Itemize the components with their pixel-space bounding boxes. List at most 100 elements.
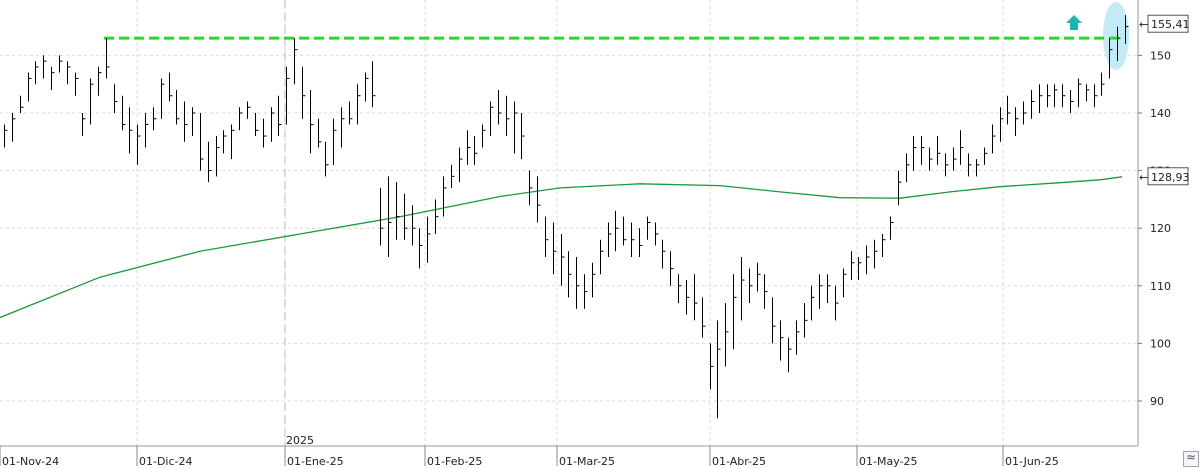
ohlc-bar xyxy=(984,147,988,165)
last-price-box xyxy=(1147,14,1189,33)
ohlc-bar xyxy=(506,95,510,137)
ohlc-bar xyxy=(90,78,94,125)
ohlc-bar xyxy=(75,72,79,96)
ohlc-bar xyxy=(451,164,455,188)
ohlc-bar xyxy=(1070,89,1074,113)
ohlc-bar xyxy=(788,337,792,373)
ohlc-bar xyxy=(1023,101,1027,125)
ohlc-bar xyxy=(702,297,706,338)
x-tick-label: 01-Dic-24 xyxy=(139,455,193,468)
ohlc-bar xyxy=(1101,72,1105,96)
y-tick-label: 120 xyxy=(1150,222,1171,235)
grid xyxy=(0,0,1138,446)
ohlc-bar xyxy=(200,113,204,171)
ohlc-bar xyxy=(325,141,329,177)
ohlc-bar xyxy=(365,72,369,102)
ohlc-bar xyxy=(4,124,8,148)
ohlc-bar xyxy=(474,136,478,165)
ohlc-bar xyxy=(396,182,400,240)
ohlc-bar xyxy=(819,274,823,309)
ohlc-bar xyxy=(412,205,416,246)
ohlc-bar xyxy=(82,113,86,137)
ohlc-bar xyxy=(372,61,376,108)
ohlc-bar xyxy=(749,268,753,304)
ohlc-bar xyxy=(890,216,894,240)
ohlc-bar xyxy=(435,199,439,234)
ohlc-bar xyxy=(388,176,392,257)
ohlc-bar xyxy=(1039,84,1043,113)
ohlc-bar xyxy=(960,130,964,165)
ma-value-label: 128,93 xyxy=(1151,171,1190,184)
ohlc-bar xyxy=(882,233,886,257)
ohlc-bar xyxy=(670,251,674,286)
ohlc-bar xyxy=(639,228,643,257)
ohlc-bar xyxy=(874,239,878,269)
ohlc-bar xyxy=(913,136,917,171)
ohlc-bar xyxy=(427,216,431,263)
ohlc-bar xyxy=(247,101,251,119)
ohlc-bar xyxy=(145,113,149,148)
ohlc-bar xyxy=(341,107,345,148)
breakout-arrow-icon xyxy=(1066,15,1082,30)
ohlc-bar xyxy=(945,153,949,177)
ohlc-bar xyxy=(804,303,808,338)
ohlc-bar xyxy=(208,141,212,183)
ohlc-bar xyxy=(835,285,839,321)
ohlc-bar xyxy=(498,89,502,125)
ohlc-bar xyxy=(780,320,784,361)
ohlc-bar xyxy=(576,257,580,309)
ohlc-bar xyxy=(929,147,933,171)
ohlc-bar xyxy=(631,222,635,257)
ohlc-bar xyxy=(310,89,314,154)
ohlc-bar xyxy=(419,228,423,269)
ohlc-bar xyxy=(757,262,761,292)
ohlc-bar xyxy=(772,297,776,344)
ohlc-bar xyxy=(796,320,800,355)
ohlc-bar xyxy=(992,124,996,154)
ohlc-bar xyxy=(725,303,729,367)
ohlc-bar xyxy=(600,239,604,275)
y-tick-label: 150 xyxy=(1150,49,1171,62)
ohlc-bar xyxy=(953,147,957,171)
y-tick-label: 110 xyxy=(1150,280,1171,293)
last-price-label: 155,41 xyxy=(1151,18,1190,31)
ohlc-bar xyxy=(239,107,243,131)
price-bars xyxy=(4,15,1129,419)
ohlc-bar xyxy=(129,107,133,154)
year-label: 2025 xyxy=(286,434,314,447)
ohlc-bar xyxy=(1117,26,1121,62)
ohlc-bar xyxy=(59,55,63,73)
ohlc-bar xyxy=(968,153,972,177)
last-price-pointer-icon: ← xyxy=(1139,18,1148,31)
ohlc-bar xyxy=(1047,84,1051,108)
ohlc-bar xyxy=(717,320,721,419)
ohlc-bar xyxy=(153,107,157,131)
ohlc-bar xyxy=(545,216,549,257)
ohlc-bar xyxy=(467,130,471,165)
ohlc-bar xyxy=(662,239,666,269)
scroll-corner-button[interactable]: ≈ xyxy=(1183,450,1199,467)
ohlc-bar xyxy=(608,222,612,257)
ohlc-bar xyxy=(443,176,447,217)
ohlc-bar xyxy=(514,101,518,154)
ohlc-bar xyxy=(592,262,596,298)
ohlc-bar xyxy=(584,274,588,309)
ohlc-bar xyxy=(1062,84,1066,108)
ma-value-marker: 128,93 ← xyxy=(1139,167,1190,186)
ohlc-bar xyxy=(1109,38,1113,79)
ohlc-bar xyxy=(114,84,118,113)
ohlc-bar xyxy=(537,176,541,223)
ohlc-bar xyxy=(906,153,910,183)
ohlc-bar xyxy=(858,257,862,281)
ohlc-bar xyxy=(521,113,525,160)
ohlc-bar xyxy=(694,274,698,321)
ohlc-bar xyxy=(263,118,267,148)
ohlc-bar xyxy=(286,66,290,125)
ohlc-bar xyxy=(655,222,659,246)
ohlc-bar xyxy=(302,66,306,119)
ohlc-bar xyxy=(357,84,361,125)
x-tick-label: 01-Abr-25 xyxy=(712,455,766,468)
ohlc-bar xyxy=(1125,15,1129,44)
ohlc-bar xyxy=(623,216,627,246)
ohlc-bar xyxy=(122,95,126,131)
